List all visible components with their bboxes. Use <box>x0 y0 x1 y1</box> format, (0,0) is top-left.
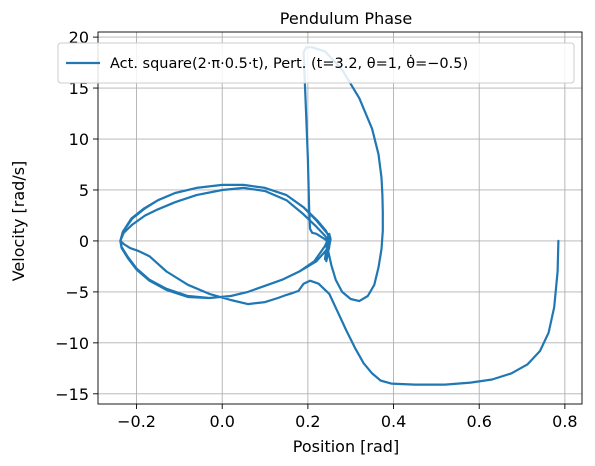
series-layer <box>119 46 560 386</box>
y-tick-label: 10 <box>69 130 89 149</box>
y-tick-label: 0 <box>79 232 89 251</box>
y-tick-label: −15 <box>55 385 89 404</box>
x-tick-label: 0.2 <box>295 412 320 431</box>
y-tick-label: 20 <box>69 28 89 47</box>
legend-label: Act. square(2·π·0.5·t), Pert. (t=3.2, θ=… <box>110 54 468 72</box>
y-tick-label: −10 <box>55 334 89 353</box>
legend-box <box>57 42 575 84</box>
y-axis-label: Velocity [rad/s] <box>9 161 28 282</box>
x-axis-label: Position [rad] <box>293 437 399 456</box>
y-tick-label: 5 <box>79 181 89 200</box>
x-tick-label: 0.6 <box>466 412 491 431</box>
y-axis-ticks: −15 −10 −5 0 5 10 15 20 <box>55 28 98 404</box>
x-tick-label: 0.4 <box>381 412 406 431</box>
grid <box>98 32 582 404</box>
chart-title: Pendulum Phase <box>280 9 412 28</box>
x-tick-label: 0.0 <box>209 412 234 431</box>
legend: Act. square(2·π·0.5·t), Pert. (t=3.2, θ=… <box>57 42 575 84</box>
plot-frame <box>97 31 583 405</box>
y-tick-label: 15 <box>69 79 89 98</box>
series-line <box>119 46 560 386</box>
x-tick-label: 0.8 <box>552 412 577 431</box>
y-tick-label: −5 <box>65 283 89 302</box>
x-axis-ticks: −0.2 0.0 0.2 0.4 0.6 0.8 <box>117 404 578 431</box>
x-tick-label: −0.2 <box>117 412 156 431</box>
